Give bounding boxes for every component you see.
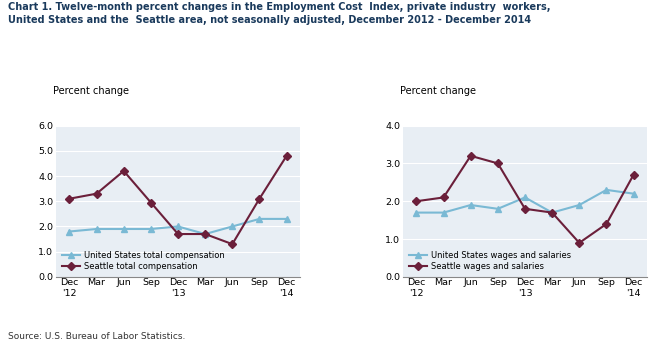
United States total compensation [66, 229, 74, 234]
Text: Chart 1. Twelve-month percent changes in the Employment Cost  Index, private ind: Chart 1. Twelve-month percent changes in… [8, 2, 551, 25]
Line: Seattle total compensation: Seattle total compensation [66, 153, 289, 247]
Seattle total compensation [120, 169, 127, 173]
United States wages and salaries [521, 195, 529, 200]
Seattle wages and salaries [602, 222, 610, 226]
Line: United States total compensation: United States total compensation [66, 216, 289, 237]
Text: Percent change: Percent change [399, 86, 476, 96]
United States wages and salaries [629, 192, 637, 196]
Legend: United States total compensation, Seattle total compensation: United States total compensation, Seattl… [60, 249, 227, 273]
United States wages and salaries [548, 211, 556, 215]
Seattle wages and salaries [521, 207, 529, 211]
Seattle total compensation [283, 154, 290, 158]
United States wages and salaries [494, 207, 502, 211]
Text: Percent change: Percent change [53, 86, 129, 96]
Legend: United States wages and salaries, Seattle wages and salaries: United States wages and salaries, Seattl… [407, 249, 573, 273]
Seattle total compensation [201, 232, 209, 236]
United States total compensation [147, 227, 155, 231]
Seattle wages and salaries [629, 173, 637, 177]
United States wages and salaries [602, 188, 610, 192]
Seattle wages and salaries [576, 241, 583, 245]
United States total compensation [256, 217, 263, 221]
United States total compensation [201, 232, 209, 236]
United States wages and salaries [413, 211, 420, 215]
Seattle wages and salaries [466, 154, 474, 158]
Seattle total compensation [93, 192, 101, 196]
Seattle wages and salaries [413, 199, 420, 203]
United States wages and salaries [576, 203, 583, 207]
United States total compensation [93, 227, 101, 231]
Line: Seattle wages and salaries: Seattle wages and salaries [414, 153, 637, 246]
United States wages and salaries [440, 211, 447, 215]
Seattle wages and salaries [548, 211, 556, 215]
Seattle wages and salaries [494, 161, 502, 165]
Text: Source: U.S. Bureau of Labor Statistics.: Source: U.S. Bureau of Labor Statistics. [8, 332, 185, 341]
United States wages and salaries [466, 203, 474, 207]
Seattle wages and salaries [440, 195, 447, 200]
Seattle total compensation [174, 232, 182, 236]
Seattle total compensation [66, 197, 74, 201]
Seattle total compensation [229, 242, 237, 246]
United States total compensation [283, 217, 290, 221]
Seattle total compensation [147, 201, 155, 205]
United States total compensation [174, 224, 182, 228]
United States total compensation [120, 227, 127, 231]
Line: United States wages and salaries: United States wages and salaries [414, 187, 637, 215]
Seattle total compensation [256, 197, 263, 201]
United States total compensation [229, 224, 237, 228]
